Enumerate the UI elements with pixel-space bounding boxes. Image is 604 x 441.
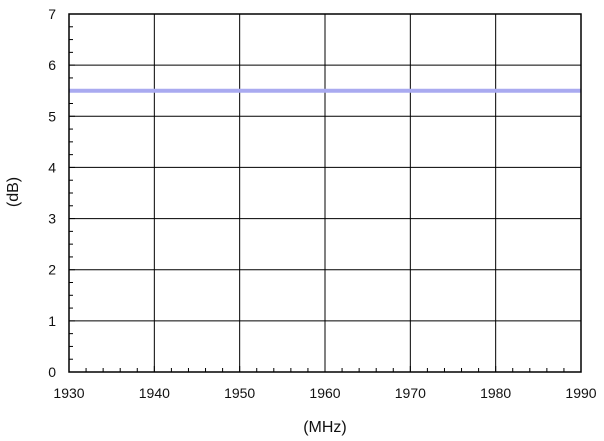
x-tick-labels: 1930 1940 1950 1960 1970 1980 1990 <box>53 385 596 401</box>
y-tick-label: 2 <box>48 262 56 278</box>
x-tick-label: 1990 <box>565 385 596 401</box>
x-tick-label: 1930 <box>53 385 84 401</box>
y-tick-label: 3 <box>48 211 56 227</box>
y-tick-label: 1 <box>48 313 56 329</box>
y-tick-labels: 0 1 2 3 4 5 6 7 <box>48 6 56 380</box>
y-tick-label: 7 <box>48 6 56 22</box>
x-tick-label: 1940 <box>139 385 170 401</box>
y-tick-label: 5 <box>48 108 56 124</box>
plot-frame <box>68 13 582 373</box>
grid <box>69 14 581 372</box>
x-tick-label: 1970 <box>395 385 426 401</box>
y-tick-label: 4 <box>48 159 56 175</box>
x-tick-label: 1980 <box>480 385 511 401</box>
y-tick-label: 0 <box>48 364 56 380</box>
x-tick-label: 1950 <box>224 385 255 401</box>
y-axis-title: (dB) <box>5 177 22 207</box>
x-axis-title: (MHz) <box>303 419 347 436</box>
x-tick-label: 1960 <box>309 385 340 401</box>
y-tick-label: 6 <box>48 57 56 73</box>
